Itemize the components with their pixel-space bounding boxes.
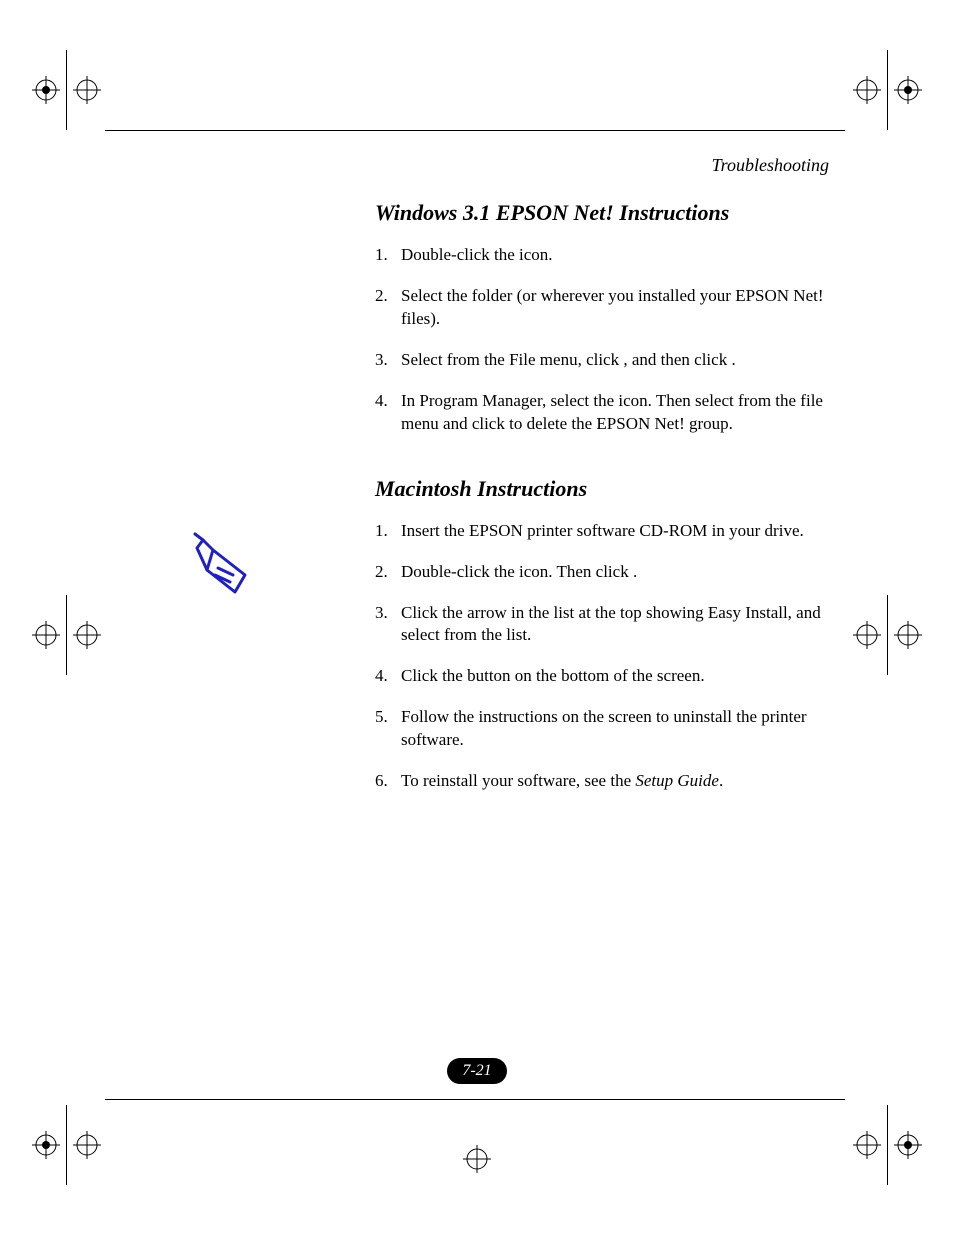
list-windows: 1.Double-click the icon. 2.Select the fo… <box>375 244 835 436</box>
crop-mark-icon <box>463 1145 491 1173</box>
cross-icon <box>73 76 101 104</box>
item-text: Double-click the icon. <box>401 244 835 267</box>
item-number: 4. <box>375 390 401 436</box>
crop-mark-icon <box>853 1105 922 1185</box>
list-item: 2.Double-click the icon. Then click . <box>375 561 835 584</box>
item-text: Insert the EPSON printer software CD-ROM… <box>401 520 835 543</box>
cross-icon <box>853 621 881 649</box>
list-item: 1.Insert the EPSON printer software CD-R… <box>375 520 835 543</box>
item-text: In Program Manager, select the icon. The… <box>401 390 835 436</box>
cross-icon <box>894 621 922 649</box>
target-icon <box>894 1131 922 1159</box>
cross-icon <box>32 621 60 649</box>
list-item: 4.In Program Manager, select the icon. T… <box>375 390 835 436</box>
section-header: Troubleshooting <box>712 155 829 176</box>
item-text: Double-click the icon. Then click . <box>401 561 835 584</box>
item-number: 2. <box>375 561 401 584</box>
list-item: 3.Click the arrow in the list at the top… <box>375 602 835 648</box>
cross-icon <box>853 1131 881 1159</box>
item-text: Click the button on the bottom of the sc… <box>401 665 835 688</box>
item-number: 1. <box>375 244 401 267</box>
item-text: Select the folder (or wherever you insta… <box>401 285 835 331</box>
crop-mark-icon <box>853 50 922 130</box>
heading-macintosh: Macintosh Instructions <box>375 476 835 502</box>
item-number: 4. <box>375 665 401 688</box>
item-text: To reinstall your software, see the Setu… <box>401 770 835 793</box>
crop-mark-icon <box>32 50 101 130</box>
item-number: 5. <box>375 706 401 752</box>
item-number: 3. <box>375 602 401 648</box>
item-text: Select from the File menu, click , and t… <box>401 349 835 372</box>
list-item: 5.Follow the instructions on the screen … <box>375 706 835 752</box>
list-item: 4.Click the button on the bottom of the … <box>375 665 835 688</box>
list-item: 3.Select from the File menu, click , and… <box>375 349 835 372</box>
item-number: 6. <box>375 770 401 793</box>
crop-mark-icon <box>853 595 922 675</box>
item-number: 3. <box>375 349 401 372</box>
text-pre: To reinstall your software, see the <box>401 771 635 790</box>
item-text: Click the arrow in the list at the top s… <box>401 602 835 648</box>
list-item: 1.Double-click the icon. <box>375 244 835 267</box>
target-icon <box>32 76 60 104</box>
cross-icon <box>463 1145 491 1173</box>
list-macintosh: 1.Insert the EPSON printer software CD-R… <box>375 520 835 794</box>
page-number-badge: 7-21 <box>447 1058 507 1084</box>
item-number: 1. <box>375 520 401 543</box>
item-text: Follow the instructions on the screen to… <box>401 706 835 752</box>
body-content: Windows 3.1 EPSON Net! Instructions 1.Do… <box>375 200 835 813</box>
target-icon <box>32 1131 60 1159</box>
crop-mark-icon <box>32 1105 101 1185</box>
item-number: 2. <box>375 285 401 331</box>
cross-icon <box>73 1131 101 1159</box>
cross-icon <box>853 76 881 104</box>
crop-mark-icon <box>32 595 101 675</box>
text-italic: Setup Guide <box>635 771 719 790</box>
list-item: 6.To reinstall your software, see the Se… <box>375 770 835 793</box>
note-icon <box>185 520 265 605</box>
text-post: . <box>719 771 723 790</box>
target-icon <box>894 76 922 104</box>
heading-windows: Windows 3.1 EPSON Net! Instructions <box>375 200 835 226</box>
list-item: 2.Select the folder (or wherever you ins… <box>375 285 835 331</box>
cross-icon <box>73 621 101 649</box>
